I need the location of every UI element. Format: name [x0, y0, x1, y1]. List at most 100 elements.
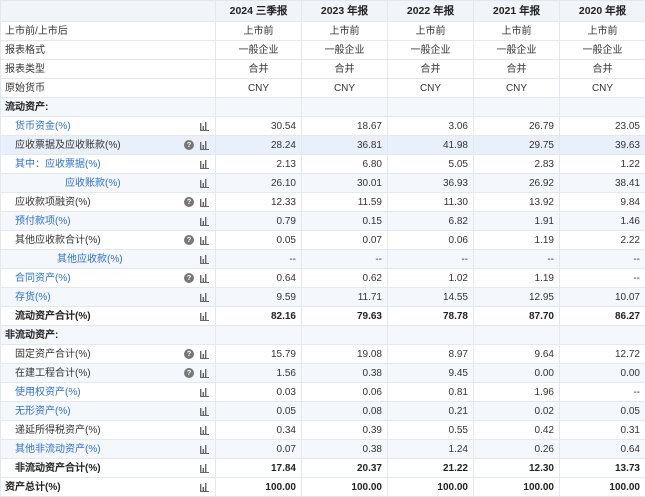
column-header[interactable]: 2024 三季报: [216, 1, 302, 22]
meta-value-cell: 合并: [216, 60, 302, 79]
value-cell: 11.71: [302, 288, 388, 307]
meta-value-cell: 一般企业: [216, 41, 302, 60]
value-cell: 11.59: [302, 193, 388, 212]
value-cell: 6.80: [302, 155, 388, 174]
value-cell: 41.98: [388, 136, 474, 155]
question-circle-icon[interactable]: ?: [184, 368, 194, 378]
column-header[interactable]: 2021 年报: [474, 1, 560, 22]
bar-chart-icon[interactable]: [200, 197, 209, 207]
question-circle-icon[interactable]: ?: [184, 349, 194, 359]
row-label: 在建工程合计(%): [15, 365, 91, 382]
value-cell: 100.00: [388, 478, 474, 497]
header-label-cell: [1, 1, 216, 22]
bar-chart-icon[interactable]: [200, 482, 209, 492]
value-cell: 0.81: [388, 383, 474, 402]
row-label-cell: 上市前/上市后: [1, 22, 216, 41]
row-label: 非流动资产合计(%): [15, 460, 101, 477]
bar-chart-icon[interactable]: [200, 159, 209, 169]
value-cell: 2.13: [216, 155, 302, 174]
value-cell: 0.64: [560, 440, 645, 459]
row-label[interactable]: 合同资产(%): [15, 270, 71, 287]
bar-chart-icon[interactable]: [200, 311, 209, 321]
bar-chart-icon[interactable]: [200, 178, 209, 188]
row-label: 应收款项融资(%): [15, 194, 91, 211]
meta-value-cell: 合并: [388, 60, 474, 79]
value-cell: 1.96: [474, 383, 560, 402]
value-cell: 8.97: [388, 345, 474, 364]
row-label-cell: 其他应收款(%): [1, 250, 216, 269]
value-cell: 0.07: [216, 440, 302, 459]
bar-chart-icon[interactable]: [200, 292, 209, 302]
value-cell: 30.54: [216, 117, 302, 136]
bar-chart-icon[interactable]: [200, 140, 209, 150]
value-cell: 100.00: [560, 478, 645, 497]
value-cell: 1.46: [560, 212, 645, 231]
value-cell: 2.83: [474, 155, 560, 174]
question-circle-icon[interactable]: ?: [184, 235, 194, 245]
value-cell: 9.45: [388, 364, 474, 383]
section-row: 非流动资产:: [1, 326, 645, 345]
bar-chart-icon[interactable]: [200, 463, 209, 473]
row-label[interactable]: 使用权资产(%): [15, 384, 81, 401]
value-cell: 14.55: [388, 288, 474, 307]
bar-chart-icon[interactable]: [200, 444, 209, 454]
value-cell: --: [302, 250, 388, 269]
bar-chart-icon[interactable]: [200, 235, 209, 245]
value-cell: 29.75: [474, 136, 560, 155]
bar-chart-icon[interactable]: [200, 216, 209, 226]
bar-chart-icon[interactable]: [200, 121, 209, 131]
bar-chart-icon[interactable]: [200, 349, 209, 359]
row-label[interactable]: 货币资金(%): [15, 118, 71, 135]
question-circle-icon[interactable]: ?: [184, 140, 194, 150]
value-cell: 15.79: [216, 345, 302, 364]
row-label-cell: 合同资产(%)?: [1, 269, 216, 288]
value-cell: 1.02: [388, 269, 474, 288]
value-cell: 36.81: [302, 136, 388, 155]
question-circle-icon[interactable]: ?: [184, 273, 194, 283]
meta-value-cell: 一般企业: [560, 41, 645, 60]
row-label[interactable]: 其中：应收票据(%): [15, 156, 101, 173]
column-header[interactable]: 2022 年报: [388, 1, 474, 22]
bar-chart-icon[interactable]: [200, 425, 209, 435]
value-cell: 26.92: [474, 174, 560, 193]
value-cell: 12.95: [474, 288, 560, 307]
question-circle-icon[interactable]: ?: [184, 197, 194, 207]
value-cell: 9.84: [560, 193, 645, 212]
bar-chart-icon[interactable]: [200, 368, 209, 378]
column-header[interactable]: 2020 年报: [560, 1, 645, 22]
value-cell: 21.22: [388, 459, 474, 478]
row-label[interactable]: 预付款项(%): [15, 213, 71, 230]
row-label-cell: 其中：应收票据(%): [1, 155, 216, 174]
row-label: 递延所得税资产(%): [15, 422, 101, 439]
value-cell: 0.05: [216, 402, 302, 421]
row-label: 原始货币: [5, 80, 45, 97]
value-cell: 2.22: [560, 231, 645, 250]
bar-chart-icon[interactable]: [200, 387, 209, 397]
value-cell: [302, 326, 388, 345]
value-cell: 0.55: [388, 421, 474, 440]
value-cell: 19.08: [302, 345, 388, 364]
bar-chart-icon[interactable]: [200, 406, 209, 416]
bar-chart-icon[interactable]: [200, 254, 209, 264]
section-row: 流动资产:: [1, 98, 645, 117]
column-header[interactable]: 2023 年报: [302, 1, 388, 22]
value-cell: [560, 98, 645, 117]
row-label-cell: 其他应收款合计(%)?: [1, 231, 216, 250]
row-label: 报表格式: [5, 42, 45, 59]
value-cell: [216, 326, 302, 345]
row-label[interactable]: 其他应收款(%): [57, 251, 123, 268]
value-cell: 100.00: [474, 478, 560, 497]
row-label[interactable]: 无形资产(%): [15, 403, 71, 420]
row-label[interactable]: 存货(%): [15, 289, 51, 306]
meta-value-cell: 一般企业: [474, 41, 560, 60]
value-cell: [388, 326, 474, 345]
row-label[interactable]: 应收账款(%): [65, 175, 121, 192]
bar-chart-icon[interactable]: [200, 273, 209, 283]
row-label[interactable]: 其他非流动资产(%): [15, 441, 101, 458]
value-cell: 0.05: [216, 231, 302, 250]
row-label-cell: 资产总计(%): [1, 478, 216, 497]
value-cell: 0.21: [388, 402, 474, 421]
value-cell: 100.00: [302, 478, 388, 497]
